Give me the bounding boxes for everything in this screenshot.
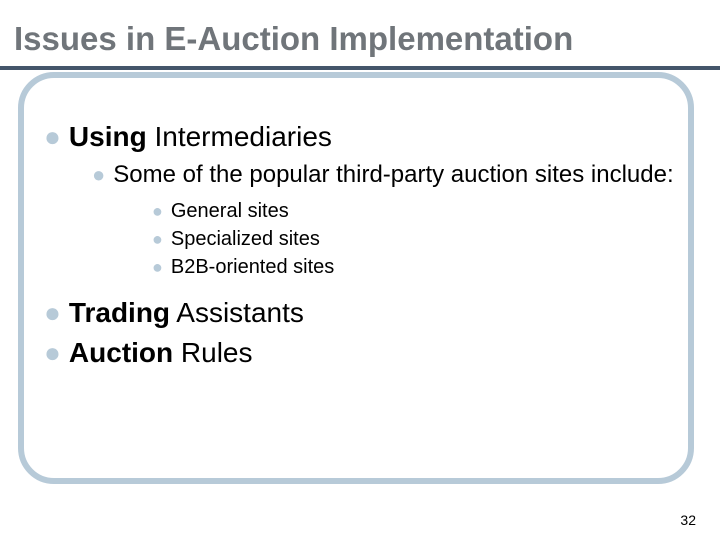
page-number: 32 [680,512,696,528]
bullet-bold-prefix: Trading [69,297,170,328]
bullet-dot-icon: ● [152,226,163,252]
bullet-rest: Rules [173,337,252,368]
bullet-auction-rules: ● Auction Rules [44,336,676,370]
bullet-rest: Intermediaries [147,121,332,152]
bullet-dot-icon: ● [44,336,61,370]
sub2-specialized-sites: ● Specialized sites [152,226,676,252]
content-area: ● Using Intermediaries ● Some of the pop… [44,120,676,376]
bullet-trading-assistants: ● Trading Assistants [44,296,676,330]
bullet-bold-prefix: Auction [69,337,173,368]
bullet-bold-prefix: Using [69,121,147,152]
sub2-general-sites: ● General sites [152,198,676,224]
bullet-dot-icon: ● [92,160,105,190]
slide: Issues in E-Auction Implementation ● Usi… [0,0,720,540]
title-underline [0,66,720,70]
bullet-dot-icon: ● [44,296,61,330]
bullet-text: Trading Assistants [69,296,304,330]
bullet-using-intermediaries: ● Using Intermediaries [44,120,676,154]
sub2-text: General sites [171,198,289,224]
bullet-dot-icon: ● [152,254,163,280]
sub-bullet-popular-sites: ● Some of the popular third-party auctio… [92,160,676,190]
bullet-rest: Assistants [170,297,304,328]
sub2-text: B2B-oriented sites [171,254,334,280]
bullet-dot-icon: ● [152,198,163,224]
sub2-b2b-sites: ● B2B-oriented sites [152,254,676,280]
bullet-dot-icon: ● [44,120,61,154]
sub-bullet-text: Some of the popular third-party auction … [113,160,673,190]
sub2-text: Specialized sites [171,226,320,252]
bullet-text: Auction Rules [69,336,253,370]
sub2-group: ● General sites ● Specialized sites ● B2… [152,198,676,280]
slide-title: Issues in E-Auction Implementation [14,20,573,58]
bullet-text: Using Intermediaries [69,120,332,154]
